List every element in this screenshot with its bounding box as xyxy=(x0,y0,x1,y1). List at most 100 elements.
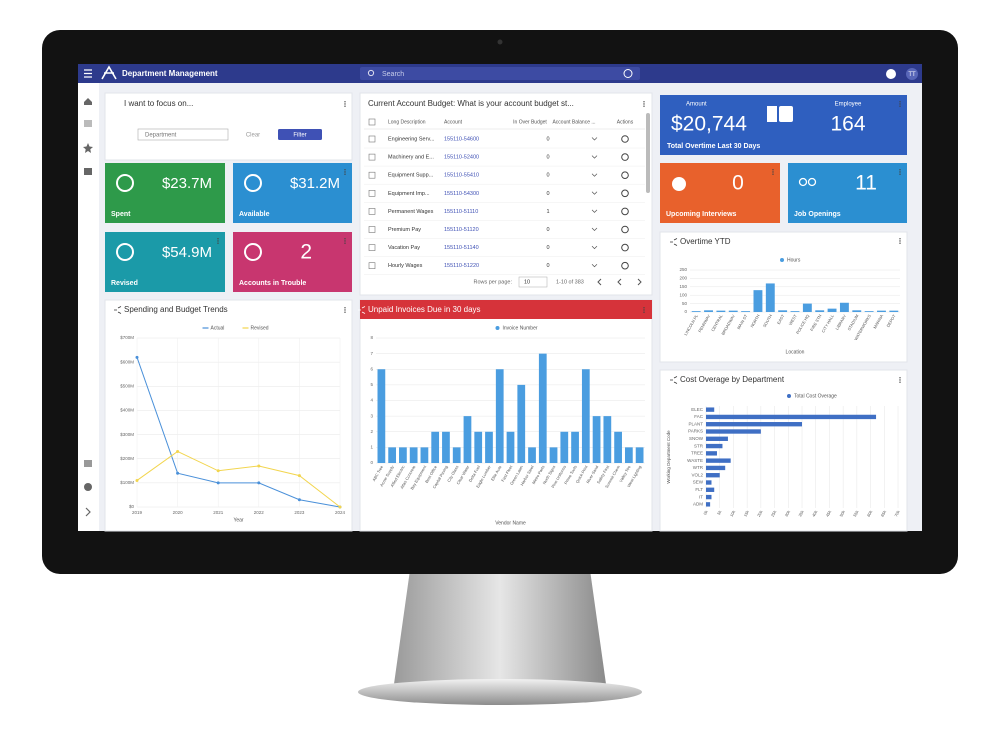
home-icon[interactable] xyxy=(84,98,92,105)
bar xyxy=(691,311,701,312)
camera xyxy=(497,39,503,45)
globe-icon[interactable] xyxy=(623,69,633,78)
department-dropdown[interactable] xyxy=(137,128,229,141)
action-icon[interactable] xyxy=(621,153,629,161)
row-checkbox[interactable] xyxy=(368,244,376,251)
jobs-icon xyxy=(798,177,808,187)
x-tick-label: 2020 xyxy=(173,510,184,515)
chart-title: Cost Overage by Department xyxy=(680,375,785,384)
overtime-tile xyxy=(660,95,907,155)
row-checkbox[interactable] xyxy=(368,262,376,270)
y-tick-label: 0 xyxy=(684,309,687,314)
column-header: Account Balance ... xyxy=(552,119,595,125)
action-icon[interactable] xyxy=(621,135,629,143)
menu-dot xyxy=(344,309,346,311)
x-tick-label: 10k xyxy=(729,510,737,518)
description-cell: Machinery and E... xyxy=(388,155,434,161)
star-icon[interactable] xyxy=(83,143,93,153)
list-icon[interactable] xyxy=(84,120,92,127)
column-header: Account xyxy=(444,119,463,125)
help-icon[interactable] xyxy=(886,69,896,79)
menu-dot xyxy=(772,173,774,175)
menu-dot xyxy=(217,238,219,240)
app-title: Department Management xyxy=(122,69,218,78)
y-tick-label: 150 xyxy=(679,284,687,289)
bar xyxy=(741,311,751,312)
series-point xyxy=(297,498,301,502)
menu-dot xyxy=(344,307,346,309)
menu-dot xyxy=(899,103,901,105)
y-tick-label: TREE xyxy=(691,451,703,456)
bar xyxy=(635,447,644,463)
action-icon[interactable] xyxy=(621,171,629,179)
x-tick-label: 25k xyxy=(770,510,778,518)
report-icon[interactable] xyxy=(84,460,92,467)
y-tick-label: 8 xyxy=(370,335,373,340)
header-checkbox xyxy=(368,118,376,126)
action-icon[interactable] xyxy=(621,261,629,270)
y-tick-label: FAC xyxy=(694,414,704,419)
x-tick-label: 40k xyxy=(811,510,819,518)
bar xyxy=(442,431,450,463)
settings-icon[interactable] xyxy=(84,483,92,491)
row-checkbox[interactable] xyxy=(368,171,376,179)
row-checkbox[interactable] xyxy=(368,135,376,143)
menu-dot xyxy=(344,238,346,240)
menu-dot xyxy=(899,105,901,107)
filter-button[interactable]: Filter xyxy=(293,133,306,139)
bar xyxy=(592,416,601,463)
description-cell: Vacation Pay xyxy=(388,245,420,251)
pager-arrows[interactable] xyxy=(597,278,642,286)
bar xyxy=(399,447,407,463)
action-icon[interactable] xyxy=(621,207,629,216)
over-budget-cell: 0 xyxy=(546,173,549,179)
y-axis-title: Working Department Code xyxy=(666,430,671,484)
menu-dot xyxy=(643,309,645,311)
row-checkbox[interactable] xyxy=(368,190,376,197)
row-checkbox[interactable] xyxy=(368,153,376,161)
menu-dot xyxy=(344,103,346,105)
user-avatar[interactable] xyxy=(906,68,918,80)
action-icon[interactable] xyxy=(621,225,629,234)
action-icon[interactable] xyxy=(621,189,629,198)
search-box[interactable] xyxy=(360,67,640,80)
bar xyxy=(528,447,536,463)
y-tick-label: 0 xyxy=(370,460,373,465)
y-tick-label: $600M xyxy=(120,359,134,364)
kpi-value: $54.9M xyxy=(162,244,212,261)
kpi-icon xyxy=(244,174,262,192)
account-cell: 155110-55410 xyxy=(444,173,479,179)
filter-button-bg[interactable] xyxy=(278,129,322,140)
rows-per-page-select[interactable] xyxy=(518,276,548,288)
bar xyxy=(716,310,726,312)
over-budget-cell: 0 xyxy=(546,136,549,142)
badge-icon xyxy=(779,106,793,122)
expand-icon[interactable] xyxy=(85,507,91,517)
balance-chevron xyxy=(591,191,598,195)
menu-dot xyxy=(899,379,901,381)
user-initials: TT xyxy=(908,72,916,78)
row-checkbox[interactable] xyxy=(368,208,376,215)
legend-swatch xyxy=(787,394,791,398)
legend-label: Revised xyxy=(251,325,269,331)
balance-chevron xyxy=(591,227,598,231)
bar xyxy=(706,414,877,420)
action-icon[interactable] xyxy=(621,243,629,252)
row-checkbox[interactable] xyxy=(368,226,376,233)
over-budget-cell: 0 xyxy=(546,227,549,233)
bar xyxy=(560,431,569,463)
clear-button[interactable]: Clear xyxy=(246,133,260,139)
invoices-header xyxy=(360,300,652,319)
menu-icon[interactable] xyxy=(84,69,92,78)
x-tick-label: 55k xyxy=(852,510,860,518)
account-cell: 155110-54300 xyxy=(444,191,479,197)
x-tick-label: 70k xyxy=(893,510,901,518)
scrollbar[interactable] xyxy=(646,113,650,193)
invoices-panel xyxy=(359,299,653,532)
menu-dot xyxy=(899,101,901,103)
grid-icon[interactable] xyxy=(84,168,92,175)
y-tick-label: 250 xyxy=(679,267,687,272)
x-tick-label: 2019 xyxy=(132,510,143,515)
menu-dot xyxy=(772,171,774,173)
